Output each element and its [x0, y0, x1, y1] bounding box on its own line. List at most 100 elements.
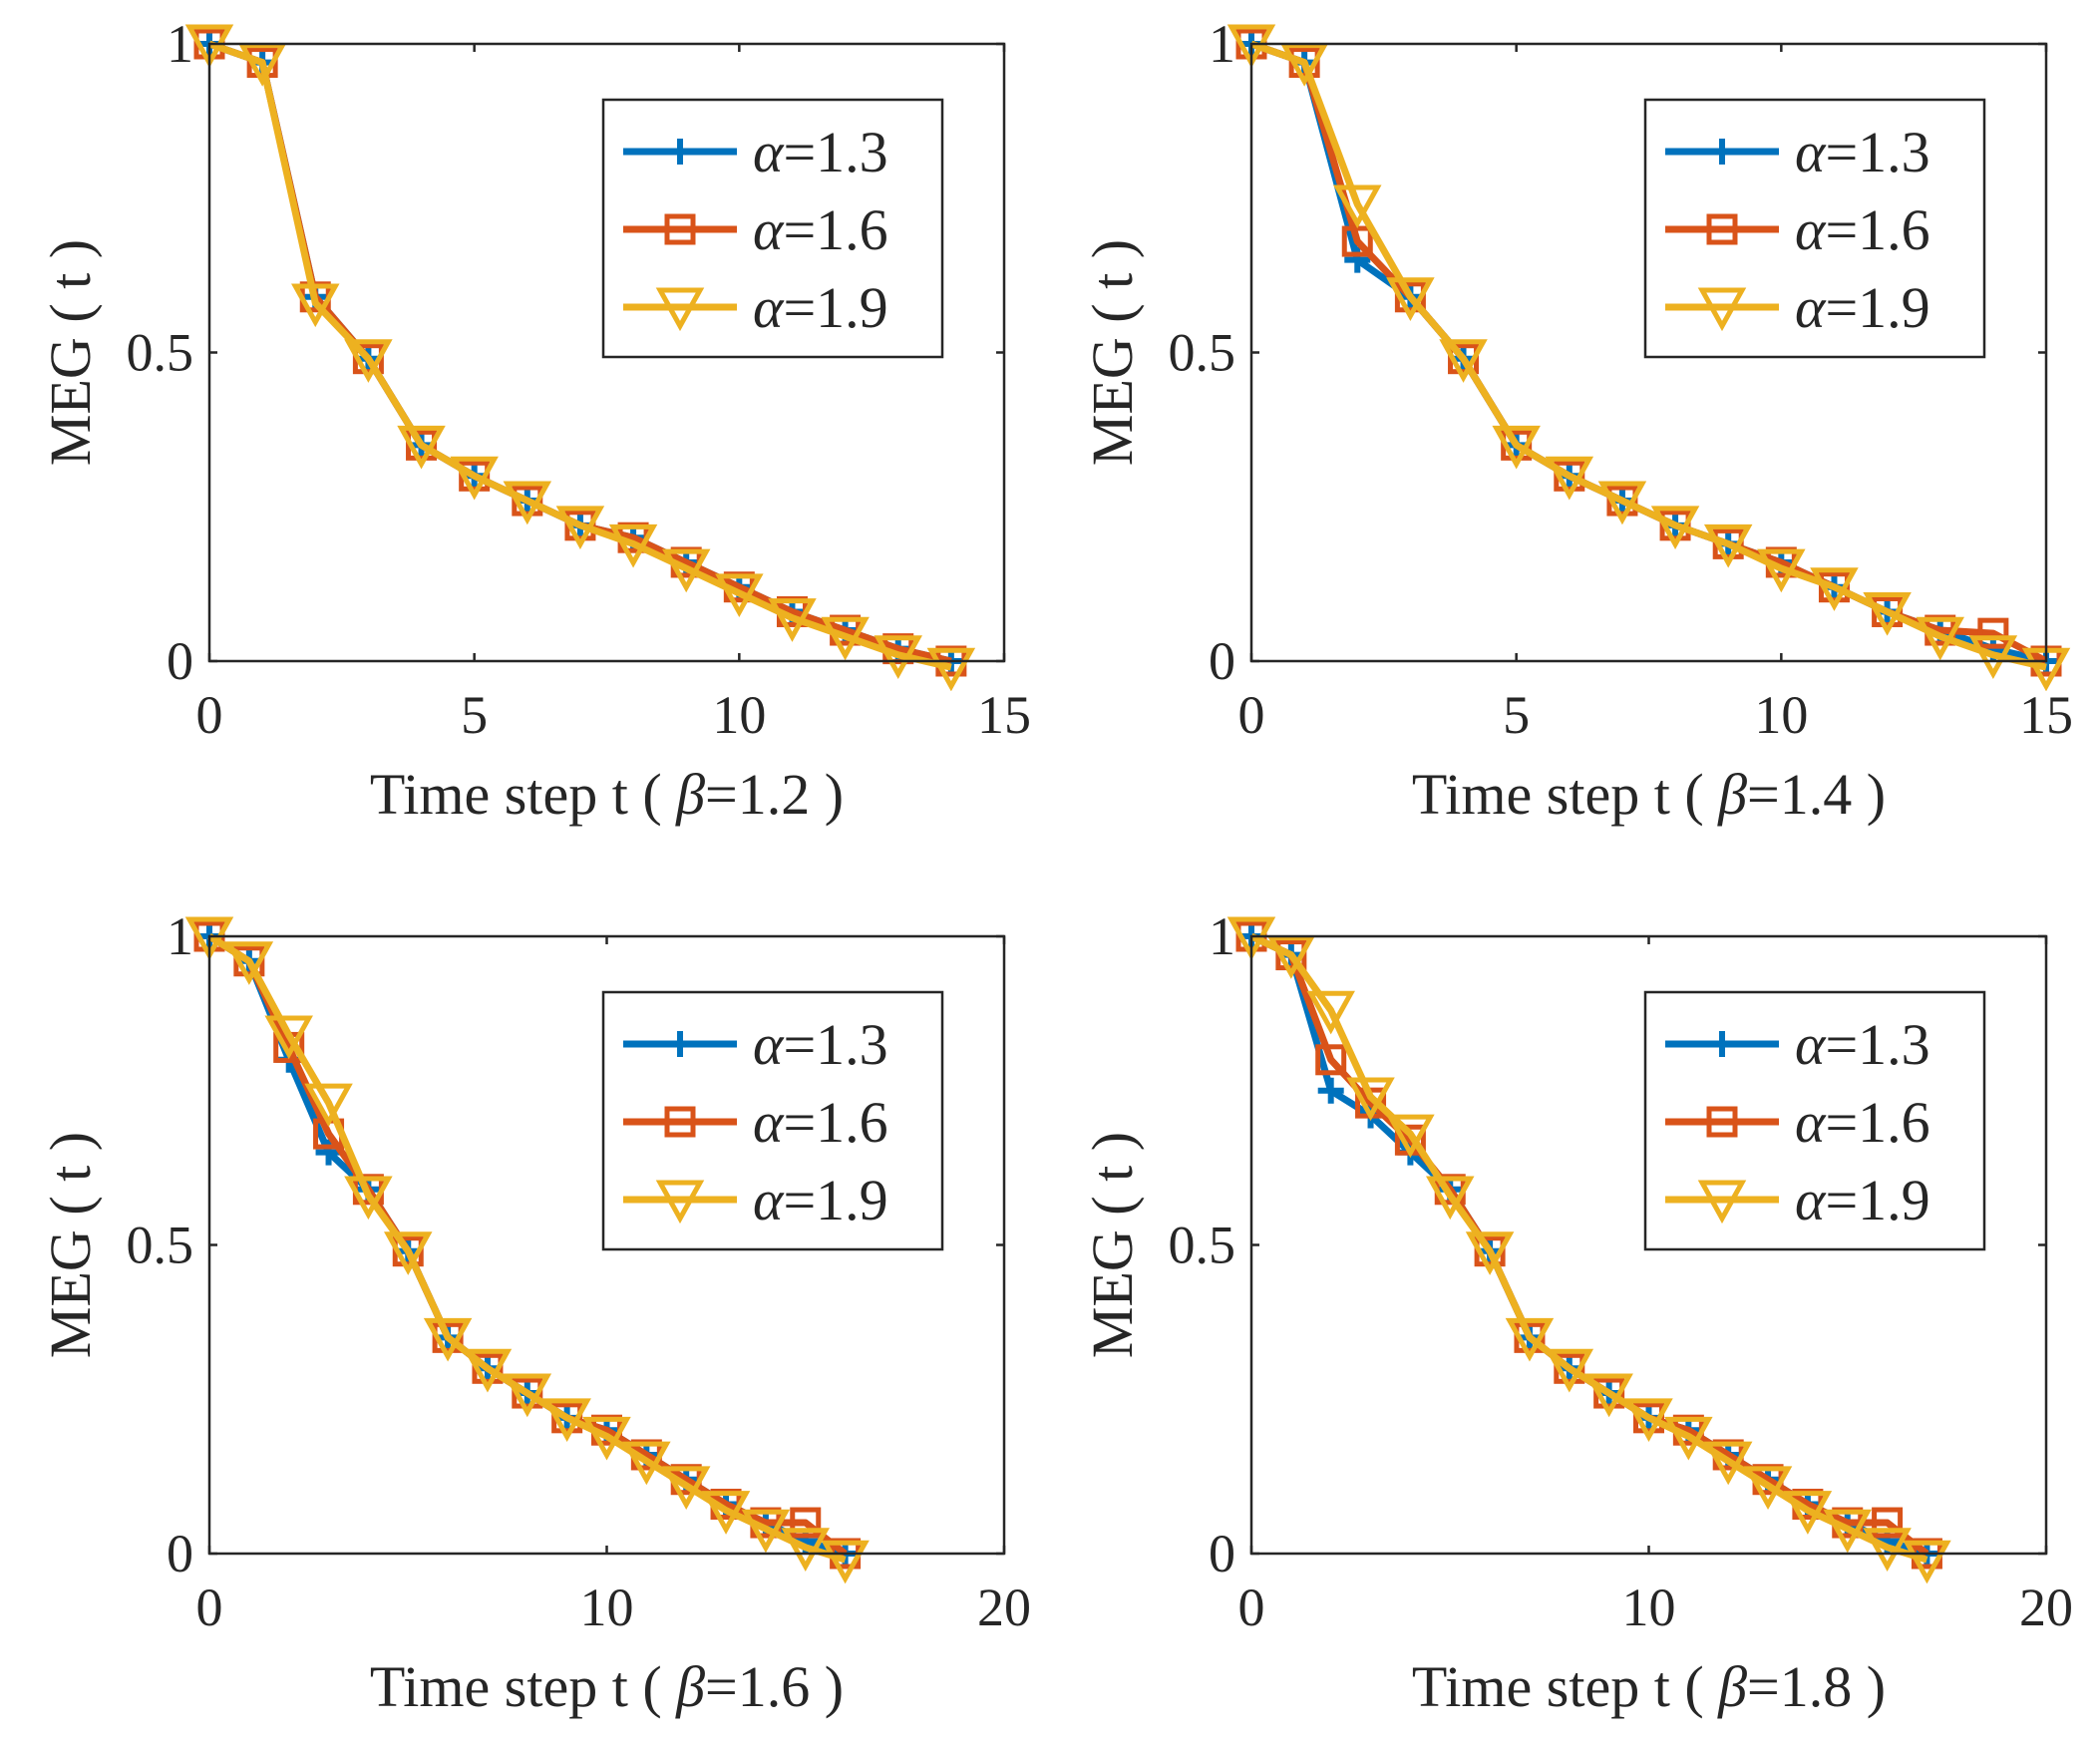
legend-entry: α=1.6 — [623, 197, 888, 262]
y-tick-label: 1 — [1209, 14, 1235, 74]
legend-marker — [1706, 1106, 1738, 1138]
x-axis-label: Time step t ( β=1.2 ) — [370, 762, 844, 827]
legend-marker — [655, 287, 705, 332]
legend: α=1.3α=1.6α=1.9 — [601, 990, 944, 1251]
x-tick-label: 10 — [712, 685, 766, 745]
x-tick-label: 0 — [1238, 1577, 1265, 1637]
series-line — [207, 40, 952, 671]
y-axis-label: MEG ( t ) — [1080, 1132, 1145, 1358]
data-point — [1333, 184, 1382, 229]
legend-symbol: α — [1795, 1168, 1827, 1232]
legend-marker — [1709, 1031, 1735, 1057]
x-tick-label: 20 — [2019, 1577, 2073, 1637]
legend-label: α=1.9 — [753, 1168, 888, 1232]
data-point — [1386, 277, 1435, 321]
legend: α=1.3α=1.6α=1.9 — [1643, 98, 1986, 359]
data-point — [1863, 1528, 1912, 1572]
legend-value: =1.9 — [783, 275, 887, 340]
data-point — [423, 1317, 473, 1362]
data-point — [926, 647, 976, 691]
data-point — [1315, 1044, 1347, 1076]
legend-entry: α=1.9 — [623, 1168, 888, 1232]
legend-label: α=1.6 — [753, 1090, 888, 1155]
data-point — [1968, 635, 2018, 679]
x-tick-label: 20 — [977, 1577, 1031, 1637]
data-point — [1743, 1466, 1793, 1511]
data-point — [1823, 1509, 1872, 1554]
legend-label: α=1.3 — [753, 120, 888, 184]
legend-symbol: α — [753, 197, 785, 262]
x-axis-label-suffix: =1.4 ) — [1747, 762, 1886, 827]
y-tick-label: 0 — [1209, 1524, 1235, 1583]
x-axis-label-symbol: β — [675, 762, 705, 827]
data-point — [1916, 616, 1964, 661]
legend-entry: α=1.6 — [623, 1090, 888, 1155]
x-axis-label-suffix: =1.6 ) — [705, 1654, 844, 1719]
legend-value: =1.3 — [1825, 120, 1929, 184]
data-point — [582, 1416, 631, 1461]
legend-entry: α=1.6 — [1665, 197, 1930, 262]
legend: α=1.3α=1.6α=1.9 — [601, 98, 944, 359]
data-point — [1492, 425, 1541, 470]
data-point — [1584, 1373, 1633, 1418]
legend-value: =1.9 — [783, 1168, 887, 1232]
x-axis-label-prefix: Time step t ( — [1412, 1654, 1718, 1719]
data-point — [781, 1528, 830, 1572]
x-axis-label-symbol: β — [1717, 1654, 1747, 1719]
data-point — [768, 598, 817, 642]
data-point — [821, 1540, 870, 1583]
legend-entry: α=1.3 — [1665, 120, 1930, 184]
legend-marker — [664, 1106, 696, 1138]
x-axis-label: Time step t ( β=1.4 ) — [1412, 762, 1886, 827]
data-point — [1703, 524, 1753, 568]
x-tick-label: 15 — [977, 685, 1031, 745]
x-tick-label: 0 — [196, 685, 223, 745]
x-tick-label: 10 — [1754, 685, 1808, 745]
data-point — [1783, 1491, 1833, 1535]
data-point — [1465, 1231, 1515, 1275]
legend-symbol: α — [1795, 120, 1827, 184]
legend-symbol: α — [1795, 1090, 1827, 1155]
y-tick-label: 1 — [167, 14, 193, 74]
axes-box — [207, 42, 1006, 663]
data-point — [555, 506, 605, 549]
chart-panel-4: 0 10 20 0 0.5 1 Time step t ( β=1.8 ) MEG ( t )… — [1080, 906, 2073, 1719]
y-axis-label: MEG ( t ) — [1080, 239, 1145, 466]
data-point — [821, 616, 870, 661]
legend-symbol: α — [753, 275, 785, 340]
series-line — [1249, 40, 2047, 671]
axes-box — [1249, 934, 2048, 1556]
data-point — [384, 1231, 433, 1275]
data-point — [1597, 481, 1647, 525]
legend-symbol: α — [753, 1012, 785, 1077]
data-point — [1872, 1507, 1904, 1539]
y-tick-label: 0.5 — [127, 1216, 194, 1275]
data-point — [661, 548, 711, 593]
data-point — [1545, 1348, 1594, 1393]
data-point — [291, 283, 340, 328]
data-point — [1545, 456, 1594, 501]
legend-label: α=1.9 — [1795, 1168, 1930, 1232]
x-axis-label: Time step t ( β=1.8 ) — [1412, 1654, 1886, 1719]
legend-marker — [1706, 213, 1738, 245]
chart-panel-2: 0 5 10 15 0 0.5 1 Time step t ( β=1.4 ) MEG ( t … — [1080, 14, 2073, 827]
data-point — [397, 425, 446, 470]
legend-symbol: α — [753, 1168, 785, 1232]
data-point — [450, 456, 499, 501]
x-axis-label-suffix: =1.2 ) — [705, 762, 844, 827]
data-point — [1386, 1114, 1435, 1159]
legend-label: α=1.6 — [1795, 1090, 1930, 1155]
x-tick-label: 5 — [461, 685, 488, 745]
data-point — [1903, 1540, 1951, 1583]
x-axis-label-symbol: β — [675, 1654, 705, 1719]
legend-symbol: α — [753, 120, 785, 184]
legend-symbol: α — [1795, 1012, 1827, 1077]
legend-value: =1.3 — [783, 120, 887, 184]
data-point — [1306, 990, 1355, 1035]
data-point — [1505, 1317, 1555, 1362]
legend: α=1.3α=1.6α=1.9 — [1643, 990, 1986, 1251]
y-tick-label: 0.5 — [1169, 1216, 1236, 1275]
data-point — [542, 1398, 591, 1442]
data-point — [874, 635, 922, 679]
